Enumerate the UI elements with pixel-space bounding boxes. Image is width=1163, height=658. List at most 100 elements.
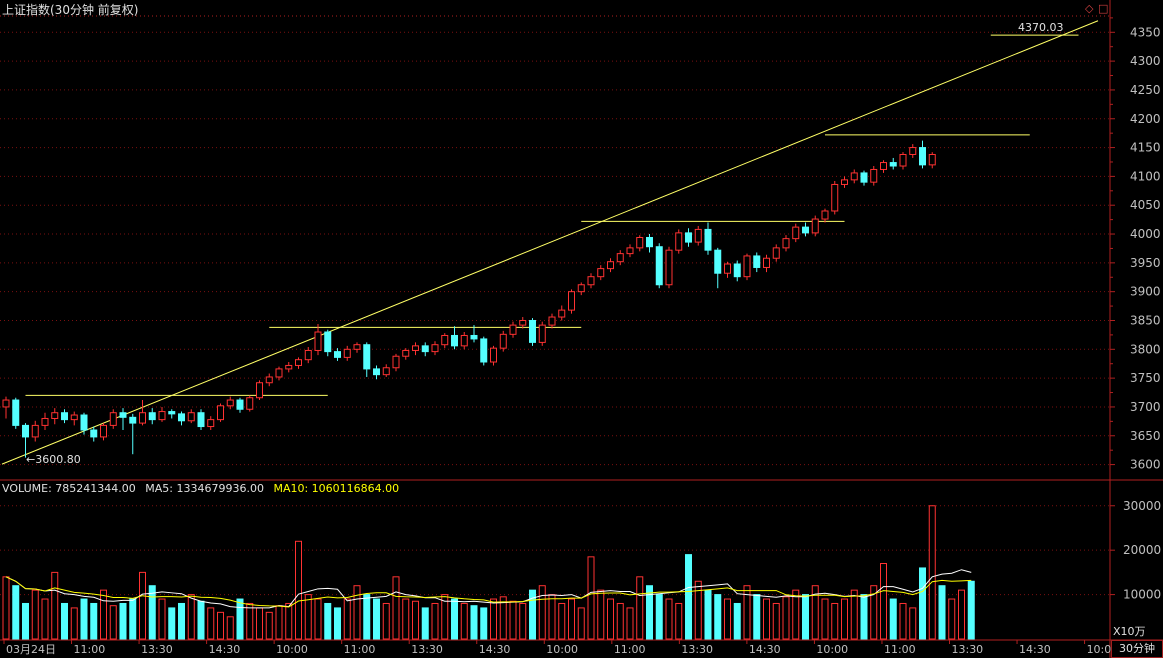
volume-unit-label: X10万 <box>1113 625 1146 638</box>
candle-body <box>548 316 556 326</box>
candle-body <box>343 348 351 358</box>
candle-body <box>139 412 146 424</box>
candle-body <box>324 331 332 353</box>
candle-body <box>626 247 634 255</box>
volume-bar <box>197 600 205 640</box>
candle-body <box>402 349 410 357</box>
volume-bar <box>61 602 68 640</box>
candle-body <box>41 417 49 426</box>
candle-body <box>519 319 527 326</box>
volume-bar <box>148 585 156 640</box>
candle-body <box>841 179 848 185</box>
volume-bar <box>958 589 965 640</box>
candle-body <box>568 291 575 311</box>
volume-bar <box>168 607 176 640</box>
candle-body <box>178 413 185 422</box>
volume-bar <box>499 596 507 640</box>
volume-bar <box>178 602 185 640</box>
candle-body <box>772 247 780 259</box>
square-toggle-icon[interactable]: □ <box>1098 2 1109 15</box>
time-axis: 03月24日 11:00 13:30 14:30 10:00 11:00 13:30 14:3… <box>3 640 1118 656</box>
chart-title: 上证指数(30分钟 前复权) <box>2 3 139 17</box>
volume-bar <box>31 589 39 640</box>
candle-body <box>880 162 887 170</box>
volume-bar <box>850 589 858 640</box>
candle-body <box>109 412 117 426</box>
candle-body <box>12 399 20 426</box>
candle-body <box>51 412 59 419</box>
candle-body <box>226 399 234 407</box>
candle-body <box>295 359 302 366</box>
volume-bar <box>519 602 527 640</box>
volume-bar <box>704 589 712 640</box>
volume-bar <box>236 598 244 640</box>
candle-body <box>811 218 819 234</box>
ma10-line <box>5 576 972 608</box>
candle-body <box>870 168 878 183</box>
high-price-label: 4370.03 <box>1018 21 1064 34</box>
volume-grid <box>0 505 1110 596</box>
diamond-toggle-icon[interactable]: ◇ <box>1085 2 1094 15</box>
candle-body <box>636 236 644 249</box>
candle-body <box>587 276 595 286</box>
candle-body <box>129 416 137 424</box>
volume-bar <box>70 607 78 640</box>
volume-bar <box>763 598 770 640</box>
period-select-button[interactable]: 30分钟 <box>1111 640 1163 658</box>
candle-body <box>275 368 283 378</box>
price-tick-label: 3650 <box>1130 429 1161 443</box>
volume-bar <box>265 611 273 640</box>
volume-bar <box>451 598 458 640</box>
time-tick-label: 13:30 <box>681 643 713 656</box>
candle-body <box>22 424 29 438</box>
volume-bar <box>275 605 283 640</box>
volume-tick-label: 30000 <box>1123 499 1161 513</box>
candle-body <box>831 183 839 212</box>
candle-body <box>509 324 517 335</box>
volume-bar <box>246 602 254 640</box>
candle-body <box>724 263 731 274</box>
candle-body <box>860 172 868 183</box>
volume-bar <box>811 585 819 640</box>
candle-body <box>655 246 663 286</box>
volume-bar <box>441 594 449 640</box>
volume-bar <box>90 602 98 640</box>
candle-body <box>802 226 809 234</box>
price-tick-label: 3750 <box>1130 371 1161 385</box>
price-grid <box>0 31 1110 466</box>
candle-body <box>265 376 273 384</box>
price-axis: 3600 3650 3700 3750 3800 3850 3900 3950 4000 4050… <box>1110 17 1161 472</box>
candle-body <box>919 147 926 166</box>
volume-bar <box>226 616 234 640</box>
candle-body <box>31 424 39 438</box>
volume-bar <box>402 598 410 640</box>
volume-bar <box>314 598 322 640</box>
volume-bar <box>548 594 556 640</box>
volume-bar <box>587 556 595 640</box>
candle-body <box>148 412 156 421</box>
time-tick-label: 13:30 <box>141 643 173 656</box>
volume-bar <box>158 598 166 640</box>
time-tick-label: 11:00 <box>884 643 916 656</box>
candle-body <box>480 338 488 363</box>
volume-bar <box>100 589 107 640</box>
time-tick-label: 13:30 <box>951 643 983 656</box>
candle-body <box>246 397 254 410</box>
ma5-value: MA5: 1334679936.00 <box>145 482 264 495</box>
volume-bar <box>616 602 624 640</box>
candle-body <box>187 412 195 422</box>
time-tick-label: 03月24日 <box>6 643 56 656</box>
candle-body <box>168 411 176 415</box>
candle-body <box>577 284 585 293</box>
volume-bar <box>607 598 614 640</box>
rising-trendline <box>1 20 1099 465</box>
candle-body <box>373 368 380 376</box>
volume-bar <box>919 567 926 640</box>
candle-body <box>451 334 458 347</box>
volume-bar <box>295 540 302 640</box>
volume-bar <box>51 571 59 640</box>
candle-body <box>928 153 936 166</box>
volume-bar <box>733 602 741 640</box>
